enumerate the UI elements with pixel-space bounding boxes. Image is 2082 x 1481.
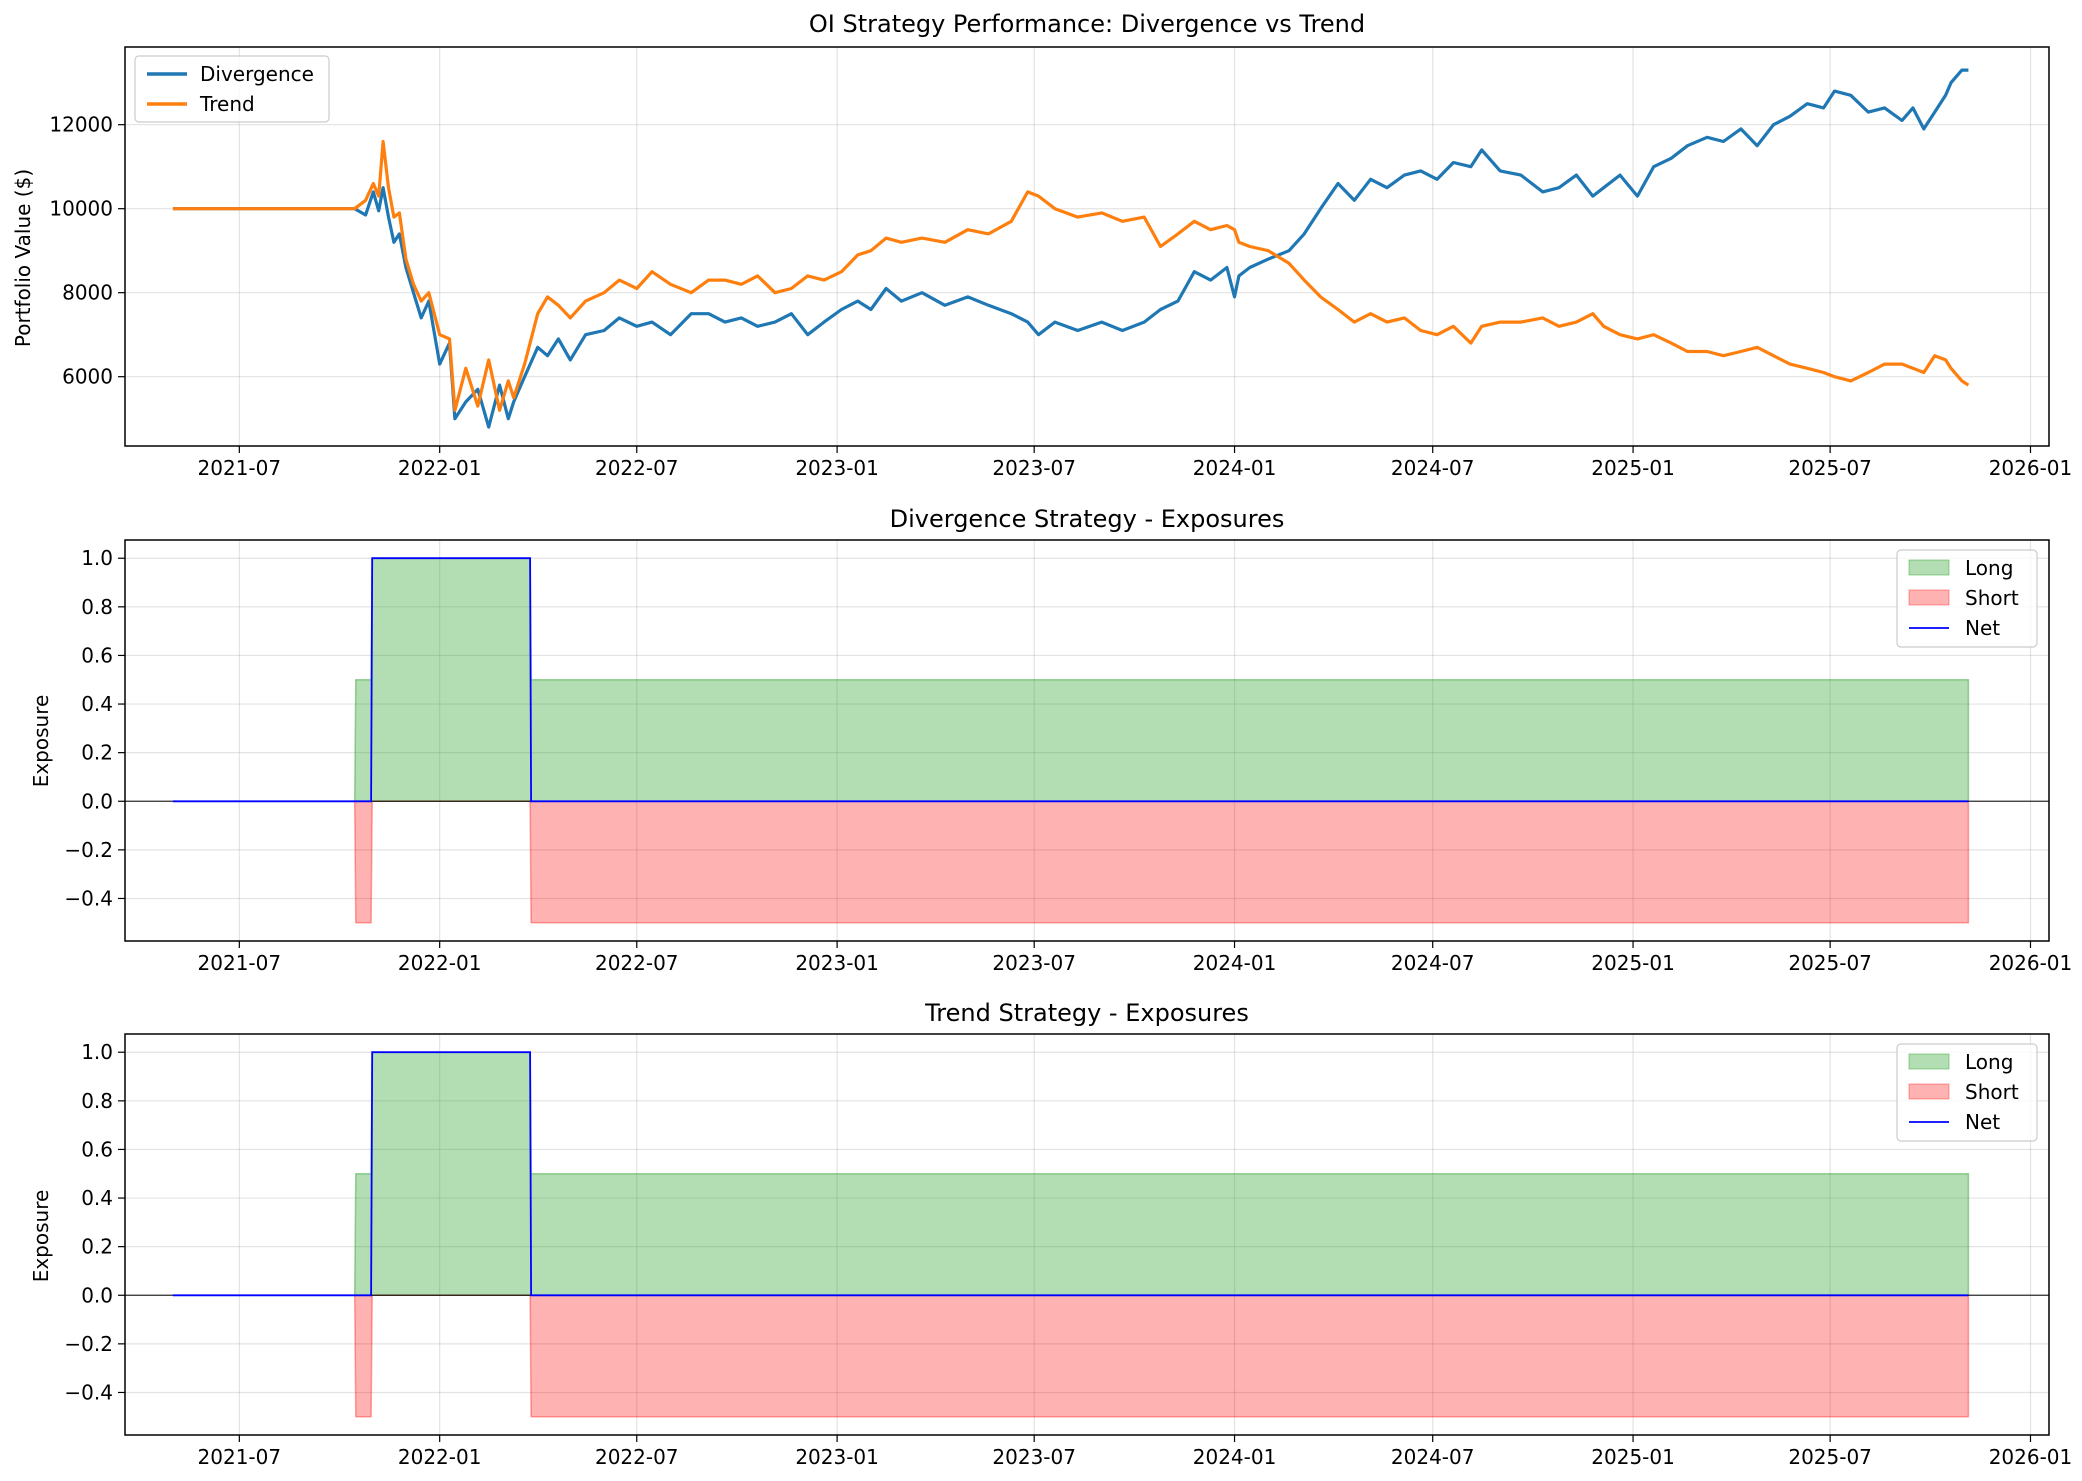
- y-tick-label: 1.0: [81, 1040, 113, 1064]
- legend-label-long: Long: [1965, 1050, 2013, 1074]
- x-tick-label: 2025-07: [1788, 951, 1872, 975]
- y-tick-label: 0.4: [81, 1186, 113, 1210]
- x-tick-label: 2024-01: [1193, 951, 1277, 975]
- y-axis-label: Portfolio Value ($): [11, 169, 35, 347]
- legend-swatch-long: [1908, 559, 1950, 576]
- x-tick-label: 2024-07: [1391, 951, 1475, 975]
- x-tick-label: 2024-07: [1391, 456, 1475, 480]
- x-tick-label: 2023-01: [795, 1445, 879, 1469]
- y-tick-label: 8000: [62, 281, 113, 305]
- x-tick-label: 2026-01: [1989, 456, 2073, 480]
- legend-label-net: Net: [1965, 1110, 2000, 1134]
- x-tick-label: 2022-01: [398, 1445, 482, 1469]
- x-tick-label: 2023-07: [992, 1445, 1076, 1469]
- y-axis-ticks: 6000 8000 10000 12000: [49, 113, 125, 389]
- y-tick-label: −0.4: [64, 886, 113, 910]
- x-axis-ticks: 2021-07 2022-01 2022-07 2023-01 2023-07 2024-…: [198, 941, 2073, 975]
- x-tick-label: 2022-07: [595, 1445, 679, 1469]
- y-tick-label: 0.2: [81, 1235, 113, 1259]
- y-axis-label: Exposure: [29, 695, 53, 788]
- y-tick-label: 0.0: [81, 1283, 113, 1307]
- y-tick-label: 0.8: [81, 1089, 113, 1113]
- series-lines: [172, 68, 1970, 429]
- y-tick-label: −0.2: [64, 1332, 113, 1356]
- x-tick-label: 2022-07: [595, 456, 679, 480]
- y-axis-label: Exposure: [29, 1190, 53, 1283]
- y-tick-label: −0.2: [64, 838, 113, 862]
- plot-frame: [124, 46, 2050, 447]
- x-tick-label: 2025-01: [1591, 951, 1675, 975]
- plot-frame: [124, 1033, 2050, 1436]
- x-tick-label: 2025-07: [1788, 1445, 1872, 1469]
- x-tick-label: 2026-01: [1989, 1445, 2073, 1469]
- plot-frame: [124, 539, 2050, 942]
- y-tick-label: 0.6: [81, 643, 113, 667]
- fills: [125, 557, 2049, 924]
- legend-box: [1896, 1043, 2038, 1142]
- series-lines: [172, 557, 1969, 803]
- x-tick-label: 2021-07: [198, 951, 282, 975]
- y-tick-label: 0.4: [81, 692, 113, 716]
- x-tick-label: 2024-01: [1193, 1445, 1277, 1469]
- y-tick-label: 12000: [49, 113, 113, 137]
- y-axis-ticks: −0.4 −0.2 0.0 0.2 0.4 0.6 0.8 1.0: [64, 1040, 125, 1404]
- legend-box: [1896, 549, 2038, 648]
- legend-label-divergence: Divergence: [200, 62, 314, 86]
- y-tick-label: −0.4: [64, 1380, 113, 1404]
- x-tick-label: 2026-01: [1989, 951, 2073, 975]
- series-line-trend: [172, 139, 1970, 412]
- x-tick-label: 2021-07: [198, 456, 282, 480]
- legend: Long Short Net: [1896, 549, 2038, 648]
- performance-panel: OI Strategy Performance: Divergence vs T…: [11, 10, 2072, 480]
- panel-title: Trend Strategy - Exposures: [924, 999, 1249, 1027]
- grid: [125, 47, 2049, 446]
- y-tick-label: 0.0: [81, 789, 113, 813]
- series-lines: [172, 1051, 1969, 1297]
- x-tick-label: 2025-01: [1591, 456, 1675, 480]
- legend-swatch-short: [1908, 1083, 1950, 1100]
- legend-label-net: Net: [1965, 616, 2000, 640]
- x-axis-ticks: 2021-07 2022-01 2022-07 2023-01 2023-07 2024-…: [198, 446, 2073, 480]
- y-axis-ticks: −0.4 −0.2 0.0 0.2 0.4 0.6 0.8 1.0: [64, 546, 125, 910]
- panel-title: OI Strategy Performance: Divergence vs T…: [809, 10, 1365, 38]
- legend: Divergence Trend: [134, 55, 330, 123]
- x-tick-label: 2022-01: [398, 456, 482, 480]
- legend-swatch-long: [1908, 1053, 1950, 1070]
- y-tick-label: 10000: [49, 197, 113, 221]
- legend: Long Short Net: [1896, 1043, 2038, 1142]
- x-tick-label: 2024-07: [1391, 1445, 1475, 1469]
- x-tick-label: 2023-07: [992, 951, 1076, 975]
- x-tick-label: 2024-01: [1193, 456, 1277, 480]
- legend-label-short: Short: [1965, 586, 2019, 610]
- y-tick-label: 1.0: [81, 546, 113, 570]
- y-tick-label: 0.6: [81, 1137, 113, 1161]
- divergence-exposure-panel: Divergence Strategy - Exposures Exposure…: [29, 505, 2072, 975]
- y-tick-label: 6000: [62, 365, 113, 389]
- legend-label-long: Long: [1965, 556, 2013, 580]
- legend-swatch-short: [1908, 589, 1950, 606]
- x-tick-label: 2022-01: [398, 951, 482, 975]
- y-tick-label: 0.2: [81, 741, 113, 765]
- x-tick-label: 2023-01: [795, 456, 879, 480]
- x-tick-label: 2022-07: [595, 951, 679, 975]
- series-line-net: [172, 557, 1969, 803]
- x-tick-label: 2021-07: [198, 1445, 282, 1469]
- x-tick-label: 2023-07: [992, 456, 1076, 480]
- trend-exposure-panel: Trend Strategy - Exposures Exposure 2021…: [29, 999, 2072, 1469]
- series-line-net: [172, 1051, 1969, 1297]
- panel-title: Divergence Strategy - Exposures: [890, 505, 1285, 533]
- y-tick-label: 0.8: [81, 595, 113, 619]
- legend-label-trend: Trend: [199, 92, 255, 116]
- legend-label-short: Short: [1965, 1080, 2019, 1104]
- x-tick-label: 2023-01: [795, 951, 879, 975]
- x-tick-label: 2025-01: [1591, 1445, 1675, 1469]
- x-axis-ticks: 2021-07 2022-01 2022-07 2023-01 2023-07 2024-…: [198, 1435, 2073, 1469]
- x-tick-label: 2025-07: [1788, 456, 1872, 480]
